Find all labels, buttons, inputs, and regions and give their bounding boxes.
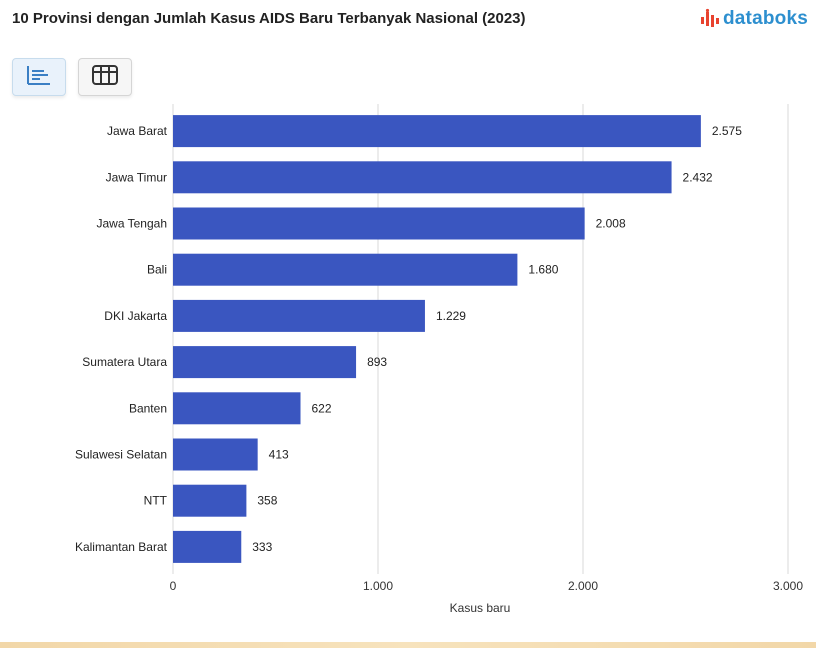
bar[interactable] [173, 299, 425, 332]
data-label: 2.432 [683, 170, 713, 184]
table-view-button[interactable] [78, 58, 132, 96]
data-label: 1.229 [436, 309, 466, 323]
bottom-strip [0, 642, 816, 648]
data-label: 333 [252, 540, 272, 554]
category-label: Jawa Timur [106, 170, 167, 184]
table-grid-icon [91, 64, 119, 91]
category-label: DKI Jakarta [104, 309, 167, 323]
bar[interactable] [173, 161, 672, 194]
category-label: Sumatera Utara [82, 355, 167, 369]
bar[interactable] [173, 207, 585, 240]
x-tick-label: 0 [170, 579, 177, 593]
category-label: NTT [144, 494, 168, 508]
bar-chart-icon [26, 64, 52, 91]
data-label: 2.575 [712, 124, 742, 138]
chart-area: Jawa Barat 2.575 Jawa Timur 2.432 Jawa Tenga… [0, 100, 816, 630]
data-label: 1.680 [528, 263, 558, 277]
x-axis-title: Kasus baru [450, 601, 511, 615]
category-label: Kalimantan Barat [75, 540, 168, 554]
tick-layer: 0 1.000 2.000 3.000 [170, 579, 804, 593]
databoks-logo-icon [699, 8, 721, 30]
bar[interactable] [173, 438, 258, 471]
data-label: 893 [367, 355, 387, 369]
chart-title: 10 Provinsi dengan Jumlah Kasus AIDS Bar… [12, 10, 526, 27]
bar-chart: Jawa Barat 2.575 Jawa Timur 2.432 Jawa Tenga… [75, 104, 804, 615]
data-label: 358 [257, 494, 277, 508]
brand-logo[interactable]: databoks [699, 8, 808, 30]
category-label: Jawa Barat [107, 124, 168, 138]
x-tick-label: 3.000 [773, 579, 803, 593]
bar-layer [173, 115, 701, 563]
data-label: 2.008 [596, 217, 626, 231]
bar[interactable] [173, 253, 518, 286]
category-label: Jawa Tengah [97, 217, 168, 231]
category-label: Bali [147, 263, 167, 277]
x-tick-label: 1.000 [363, 579, 393, 593]
bar[interactable] [173, 115, 701, 148]
brand-name: databoks [722, 8, 808, 29]
bar[interactable] [173, 530, 242, 563]
x-tick-label: 2.000 [568, 579, 598, 593]
data-label: 622 [312, 401, 332, 415]
data-label: 413 [269, 448, 289, 462]
bar[interactable] [173, 484, 247, 517]
label-layer: Jawa Barat 2.575 Jawa Timur 2.432 Jawa Tenga… [75, 124, 742, 554]
bar[interactable] [173, 392, 301, 425]
view-toolbar [12, 58, 132, 96]
bar[interactable] [173, 346, 357, 379]
category-label: Sulawesi Selatan [75, 448, 167, 462]
category-label: Banten [129, 401, 167, 415]
chart-view-button[interactable] [12, 58, 66, 96]
